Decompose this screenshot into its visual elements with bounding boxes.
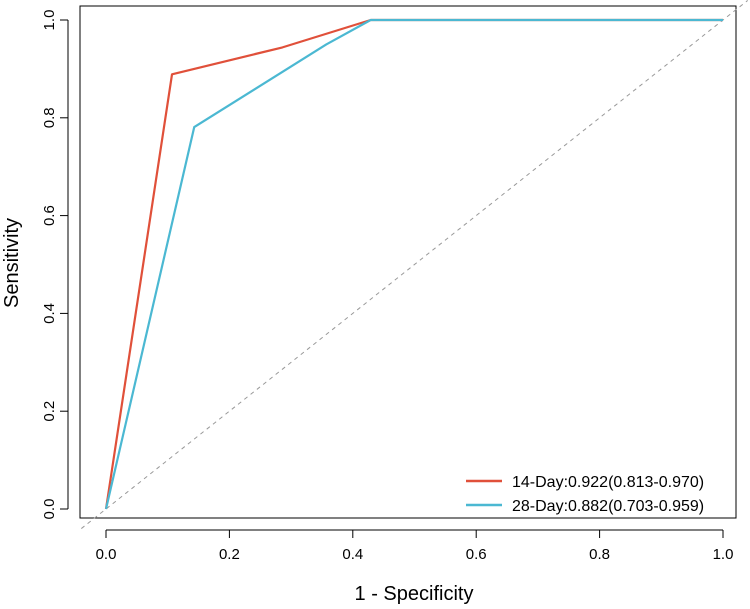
x-tick-label: 0.4 <box>342 546 363 563</box>
x-tick-label: 1.0 <box>713 546 734 563</box>
x-tick-label: 0.2 <box>219 546 240 563</box>
y-axis-ticks: 0.0 0.2 0.4 0.6 0.8 1.0 <box>41 10 68 520</box>
y-tick-label: 0.0 <box>41 499 58 520</box>
y-tick-label: 0.2 <box>41 401 58 422</box>
y-tick-label: 0.6 <box>41 205 58 226</box>
y-tick-label: 0.8 <box>41 107 58 128</box>
legend-label-14-day: 14-Day:0.922(0.813-0.970) <box>512 474 704 491</box>
legend-label-28-day: 28-Day:0.882(0.703-0.959) <box>512 498 704 515</box>
plot-frame <box>79 5 737 519</box>
reference-diagonal-line <box>81 0 748 529</box>
x-tick-label: 0.6 <box>466 546 487 563</box>
x-tick-label: 0.0 <box>96 546 117 563</box>
y-axis-title: Sensitivity <box>1 218 23 308</box>
x-tick-label: 0.8 <box>589 546 610 563</box>
x-axis-ticks: 0.0 0.2 0.4 0.6 0.8 1.0 <box>96 530 734 563</box>
y-tick-label: 0.4 <box>41 303 58 324</box>
series-line-28-day <box>104 18 723 510</box>
legend: 14-Day:0.922(0.813-0.970) 28-Day:0.882(0… <box>466 474 704 515</box>
y-tick-label: 1.0 <box>41 10 58 31</box>
x-axis-title: 1 - Specificity <box>355 583 474 605</box>
